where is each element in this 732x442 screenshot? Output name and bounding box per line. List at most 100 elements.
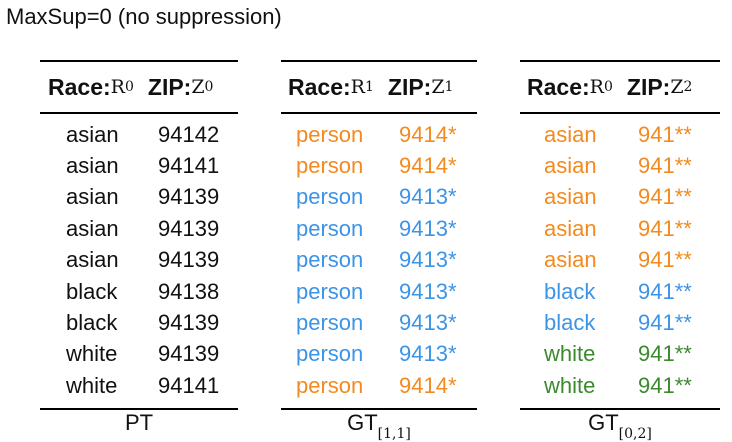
table-row: asian 941** (520, 119, 720, 150)
table-row: person 9413* (281, 213, 477, 244)
zip-cell: 941** (638, 121, 692, 147)
race-cell: asian (544, 215, 597, 241)
race-cell: black (544, 310, 596, 336)
table-row: asian 941** (520, 182, 720, 213)
zip-cell: 94139 (158, 215, 220, 241)
table-row: white 941** (520, 370, 720, 401)
race-cell: person (296, 153, 364, 179)
table-body: asian 941** asian 941** asian 941** asian 941**… (520, 114, 720, 402)
table-row: white 94141 (40, 370, 238, 401)
table-row: asian 941** (520, 213, 720, 244)
zip-cell: 9413* (399, 184, 457, 210)
race-cell: asian (66, 247, 119, 273)
race-cell: asian (66, 121, 119, 147)
zip-cell: 9414* (399, 372, 457, 398)
zip-cell: 94139 (158, 310, 220, 336)
race-cell: person (296, 184, 364, 210)
zip-cell: 94139 (158, 247, 220, 273)
race-cell: person (296, 341, 364, 367)
page-title: MaxSup=0 (no suppression) (6, 4, 282, 29)
zip-cell: 941** (638, 184, 692, 210)
table-row: asian 94139 (40, 182, 238, 213)
table-row: person 9413* (281, 245, 477, 276)
zip-cell: 94141 (158, 372, 220, 398)
table-row: person 9413* (281, 276, 477, 307)
race-cell: person (296, 310, 364, 336)
zip-header: ZIP: (626, 73, 671, 100)
zip-cell: 9413* (399, 278, 457, 304)
table-row: asian 94139 (40, 245, 238, 276)
table-row: person 9414* (281, 119, 477, 150)
table-row: asian 941** (520, 150, 720, 181)
race-cell: white (66, 372, 118, 398)
table-row: black 941** (520, 276, 720, 307)
table-row: asian 94141 (40, 150, 238, 181)
race-cell: white (544, 372, 596, 398)
table-body: asian 94142 asian 94141 asian 94139 asian 94139… (40, 114, 238, 402)
race-cell: black (66, 278, 118, 304)
table-gt-0-2: Race: R 0 ZIP: Z 2 asian 941** asian 941** asian… (520, 60, 720, 442)
zip-cell: 94138 (158, 278, 220, 304)
table-row: person 9413* (281, 307, 477, 338)
race-cell: asian (66, 153, 119, 179)
race-cell: white (544, 341, 596, 367)
table-row: black 94138 (40, 276, 238, 307)
zip-cell: 9413* (399, 247, 457, 273)
zip-cell: 94139 (158, 184, 220, 210)
table-footer: PT (40, 407, 238, 442)
zip-cell: 941** (638, 372, 692, 398)
table-row: asian 94142 (40, 119, 238, 150)
race-cell: person (296, 215, 364, 241)
race-cell: asian (66, 184, 119, 210)
zip-cell: 94139 (158, 341, 220, 367)
zip-cell: 9413* (399, 341, 457, 367)
zip-cell: 94141 (158, 153, 220, 179)
zip-cell: 94142 (158, 121, 220, 147)
zip-cell: 941** (638, 310, 692, 336)
race-cell: asian (66, 215, 119, 241)
race-cell: person (296, 121, 364, 147)
race-cell: asian (544, 247, 597, 273)
table-row: asian 941** (520, 245, 720, 276)
race-header: Race: (48, 73, 111, 100)
table-body: person 9414* person 9414* person 9413* person 9… (281, 114, 477, 402)
table-header: Race: R 1 ZIP: Z 1 (281, 60, 477, 114)
table-row: asian 94139 (40, 213, 238, 244)
zip-header: ZIP: (387, 73, 432, 100)
table-row: person 9413* (281, 182, 477, 213)
table-row: person 9413* (281, 339, 477, 370)
race-header: Race: (288, 73, 351, 100)
race-cell: asian (544, 153, 597, 179)
table-gt-1-1: Race: R 1 ZIP: Z 1 person 9414* person 9414* per… (281, 60, 477, 442)
race-cell: person (296, 278, 364, 304)
table-footer: GT[1,1] (281, 407, 477, 442)
zip-cell: 9414* (399, 153, 457, 179)
race-cell: person (296, 247, 364, 273)
zip-cell: 941** (638, 247, 692, 273)
race-cell: asian (544, 184, 597, 210)
zip-cell: 941** (638, 153, 692, 179)
table-header: Race: R 0 ZIP: Z 2 (520, 60, 720, 114)
zip-cell: 9413* (399, 215, 457, 241)
table-row: white 941** (520, 339, 720, 370)
table-row: person 9414* (281, 370, 477, 401)
zip-cell: 9413* (399, 310, 457, 336)
race-cell: black (544, 278, 596, 304)
race-header: Race: (527, 73, 590, 100)
zip-cell: 941** (638, 215, 692, 241)
table-row: black 94139 (40, 307, 238, 338)
table-pt: Race: R 0 ZIP: Z 0 asian 94142 asian 94141 asian… (40, 60, 238, 442)
zip-header: ZIP: (147, 73, 192, 100)
race-cell: person (296, 372, 364, 398)
zip-cell: 9414* (399, 121, 457, 147)
race-cell: white (66, 341, 118, 367)
race-cell: asian (544, 121, 597, 147)
table-row: person 9414* (281, 150, 477, 181)
race-cell: black (66, 310, 118, 336)
table-header: Race: R 0 ZIP: Z 0 (40, 60, 238, 114)
table-row: black 941** (520, 307, 720, 338)
table-row: white 94139 (40, 339, 238, 370)
zip-cell: 941** (638, 278, 692, 304)
zip-cell: 941** (638, 341, 692, 367)
table-footer: GT[0,2] (520, 407, 720, 442)
